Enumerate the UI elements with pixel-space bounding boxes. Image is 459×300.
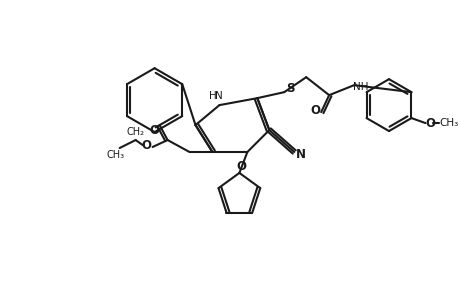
Text: O: O [141, 139, 151, 152]
Text: CH₃: CH₃ [106, 150, 124, 160]
Text: O: O [149, 124, 159, 136]
Text: O: O [236, 160, 246, 173]
Text: CH₂: CH₂ [126, 127, 144, 137]
Text: H: H [208, 91, 216, 101]
Text: N: N [296, 148, 306, 161]
Text: N: N [214, 91, 222, 101]
Text: CH₃: CH₃ [439, 118, 458, 128]
Text: NH: NH [353, 82, 368, 92]
Text: O: O [425, 117, 435, 130]
Text: S: S [285, 82, 294, 95]
Text: O: O [309, 103, 319, 117]
